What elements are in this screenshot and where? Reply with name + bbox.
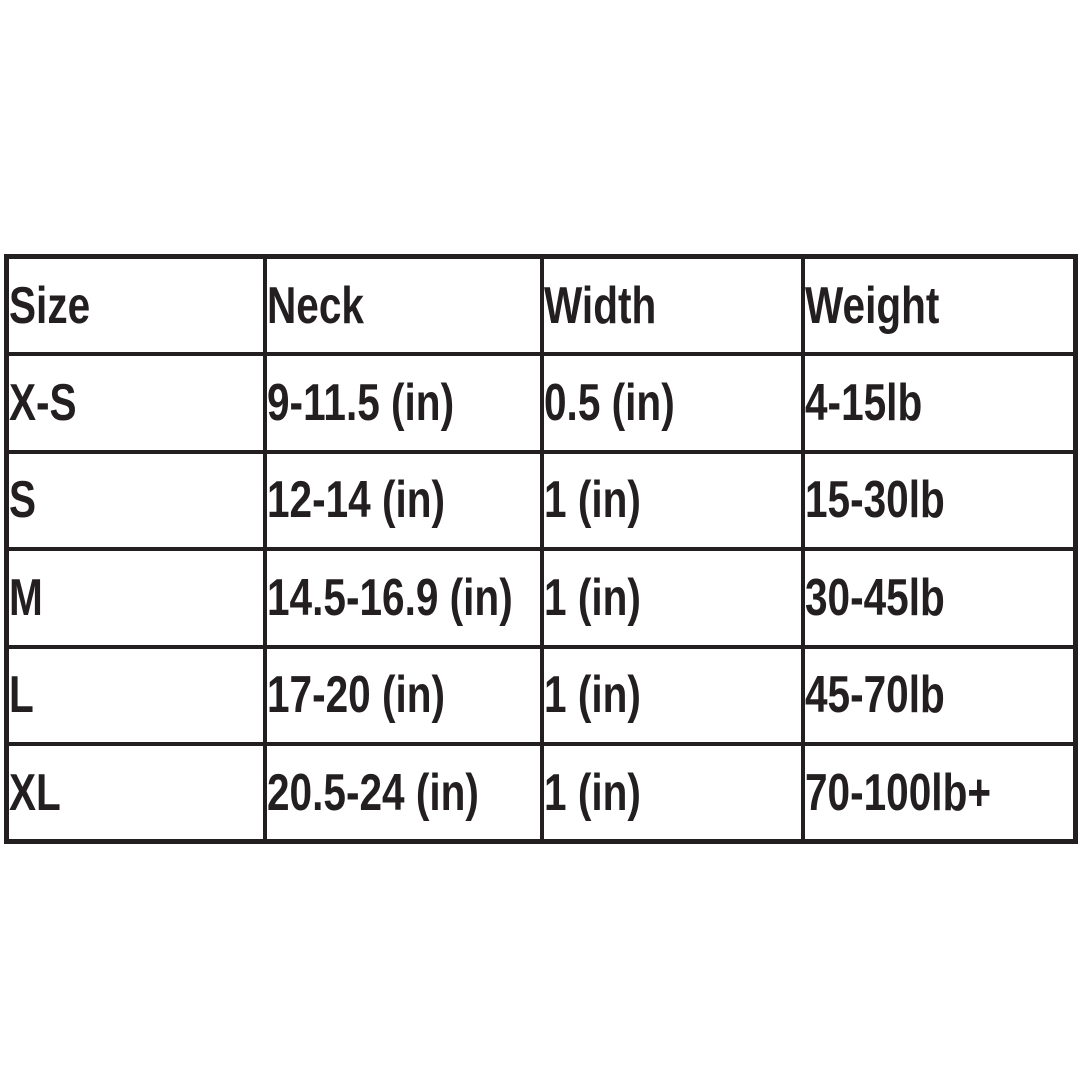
cell-size-value: L xyxy=(9,666,34,725)
table-row-m: M 14.5-16.9 (in) 1 (in) 30-45lb xyxy=(4,547,1078,649)
cell-neck-value: 12-14 (in) xyxy=(266,471,445,530)
cell-weight: 70-100lb+ xyxy=(800,742,1078,844)
cell-width: 1 (in) xyxy=(539,742,805,844)
cell-weight-value: 70-100lb+ xyxy=(804,763,991,822)
cell-width-value: 1 (in) xyxy=(543,763,641,822)
cell-neck: 12-14 (in) xyxy=(262,449,544,551)
cell-size: X-S xyxy=(4,352,267,454)
cell-size: XL xyxy=(4,742,267,844)
table-row-xl: XL 20.5-24 (in) 1 (in) 70-100lb+ xyxy=(4,742,1078,844)
cell-neck-value: 17-20 (in) xyxy=(266,666,445,725)
cell-width: 1 (in) xyxy=(539,449,805,551)
cell-weight-value: 4-15lb xyxy=(804,373,922,432)
cell-width-value: 1 (in) xyxy=(543,666,641,725)
cell-neck: 9-11.5 (in) xyxy=(262,352,544,454)
column-header-neck: Neck xyxy=(262,254,544,356)
cell-neck-value: 9-11.5 (in) xyxy=(266,373,454,432)
cell-size: S xyxy=(4,449,267,551)
column-header-width-label: Width xyxy=(543,276,656,335)
cell-weight-value: 45-70lb xyxy=(804,666,945,725)
column-header-size-label: Size xyxy=(9,276,91,335)
header-row: Size Neck Width Weight xyxy=(4,254,1078,356)
table-row-xs: X-S 9-11.5 (in) 0.5 (in) 4-15lb xyxy=(4,352,1078,454)
column-header-weight-label: Weight xyxy=(804,276,939,335)
cell-width-value: 1 (in) xyxy=(543,568,641,627)
cell-size-value: XL xyxy=(9,763,61,822)
cell-neck: 20.5-24 (in) xyxy=(262,742,544,844)
cell-neck: 17-20 (in) xyxy=(262,644,544,746)
cell-weight: 15-30lb xyxy=(800,449,1078,551)
cell-width: 1 (in) xyxy=(539,644,805,746)
table-row-l: L 17-20 (in) 1 (in) 45-70lb xyxy=(4,644,1078,746)
table-row-s: S 12-14 (in) 1 (in) 15-30lb xyxy=(4,449,1078,551)
cell-size-value: X-S xyxy=(9,373,77,432)
cell-weight: 4-15lb xyxy=(800,352,1078,454)
cell-size-value: M xyxy=(9,568,43,627)
cell-size: M xyxy=(4,547,267,649)
cell-size: L xyxy=(4,644,267,746)
size-chart-table: Size Neck Width Weight X-S 9-11.5 (in) 0… xyxy=(4,254,1078,844)
cell-neck-value: 14.5-16.9 (in) xyxy=(266,568,513,627)
column-header-neck-label: Neck xyxy=(266,276,364,335)
cell-width: 1 (in) xyxy=(539,547,805,649)
cell-size-value: S xyxy=(9,471,37,530)
column-header-width: Width xyxy=(539,254,805,356)
cell-width-value: 1 (in) xyxy=(543,471,641,530)
cell-width: 0.5 (in) xyxy=(539,352,805,454)
cell-neck-value: 20.5-24 (in) xyxy=(266,763,479,822)
cell-weight: 45-70lb xyxy=(800,644,1078,746)
cell-weight-value: 15-30lb xyxy=(804,471,945,530)
cell-width-value: 0.5 (in) xyxy=(543,373,675,432)
column-header-weight: Weight xyxy=(800,254,1078,356)
column-header-size: Size xyxy=(4,254,267,356)
cell-weight-value: 30-45lb xyxy=(804,568,945,627)
cell-weight: 30-45lb xyxy=(800,547,1078,649)
cell-neck: 14.5-16.9 (in) xyxy=(262,547,544,649)
